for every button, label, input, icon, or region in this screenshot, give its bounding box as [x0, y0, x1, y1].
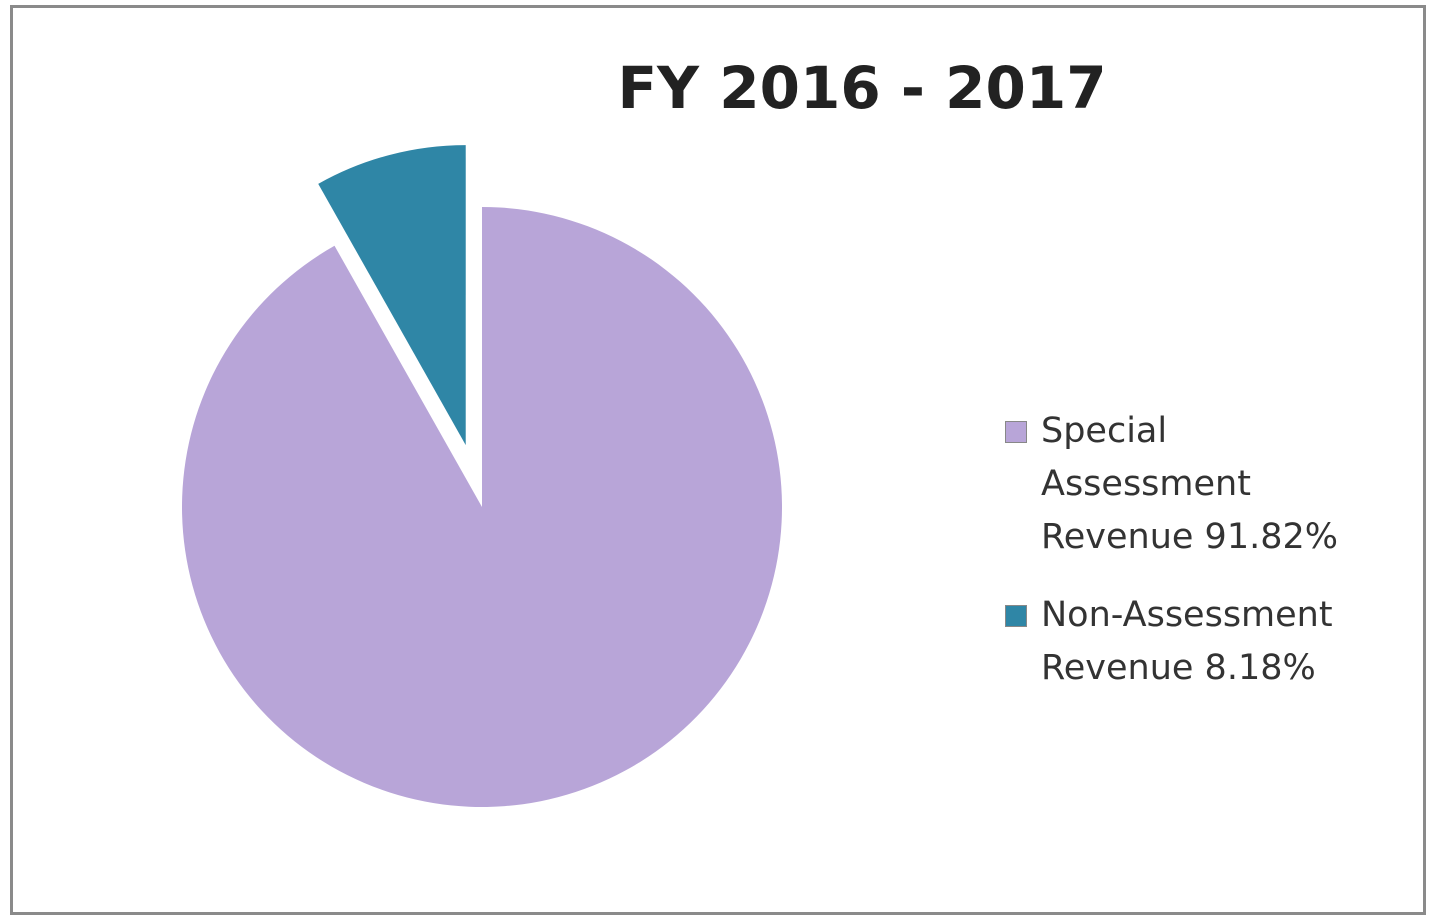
legend: Special Assessment Revenue 91.82% Non-Ass… — [1005, 405, 1405, 720]
legend-entry: Special Assessment Revenue 91.82% — [1005, 405, 1405, 564]
legend-label: Special Assessment Revenue 91.82% — [1041, 411, 1339, 557]
legend-swatch — [1005, 605, 1027, 627]
pie-slice — [318, 145, 466, 446]
legend-entry: Non-Assessment Revenue 8.18% — [1005, 589, 1405, 695]
legend-label: Non-Assessment Revenue 8.18% — [1041, 595, 1333, 688]
legend-swatch — [1005, 421, 1027, 443]
chart-title: FY 2016 - 2017 — [617, 54, 1106, 122]
pie-slice — [182, 207, 783, 808]
